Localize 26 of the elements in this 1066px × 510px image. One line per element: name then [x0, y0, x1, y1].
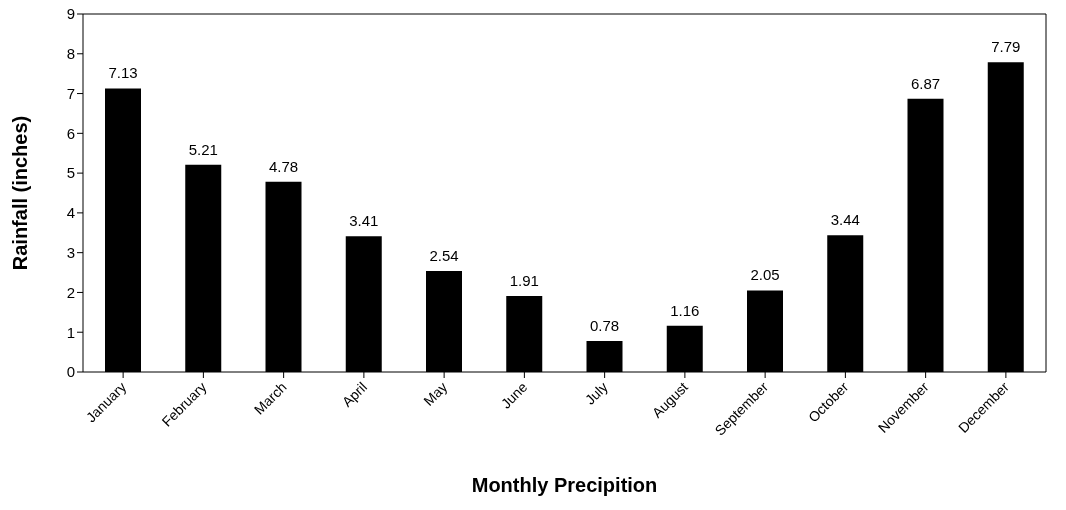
data-label: 3.44: [830, 211, 860, 229]
data-label: 2.05: [750, 266, 780, 284]
x-tick-label: July: [581, 378, 611, 408]
y-tick-label: 7: [66, 84, 75, 102]
y-tick-label: 0: [66, 363, 75, 381]
data-label: 5.21: [188, 140, 218, 158]
y-tick-label: 5: [66, 164, 75, 182]
data-label: 1.16: [670, 301, 700, 319]
data-label: 7.79: [991, 38, 1021, 56]
data-label: 2.54: [429, 246, 459, 264]
y-tick-label: 8: [66, 45, 75, 63]
data-label: 3.41: [349, 212, 379, 230]
data-label: 0.78: [589, 316, 620, 334]
x-axis-title: Monthly Precipition: [471, 474, 658, 496]
y-tick-label: 9: [66, 5, 75, 23]
y-tick-label: 3: [66, 243, 75, 261]
y-axis-title: Rainfall (inches): [9, 115, 32, 271]
y-tick-label: 4: [66, 204, 75, 222]
y-tick-label: 2: [66, 283, 75, 301]
data-label: 7.13: [108, 64, 138, 82]
y-tick-label: 6: [66, 124, 75, 142]
y-tick-label: 1: [66, 323, 75, 341]
data-label: 4.78: [268, 157, 299, 175]
data-label: 1.91: [509, 272, 539, 290]
x-tick-label: May: [420, 378, 451, 409]
data-label: 6.87: [910, 74, 941, 92]
